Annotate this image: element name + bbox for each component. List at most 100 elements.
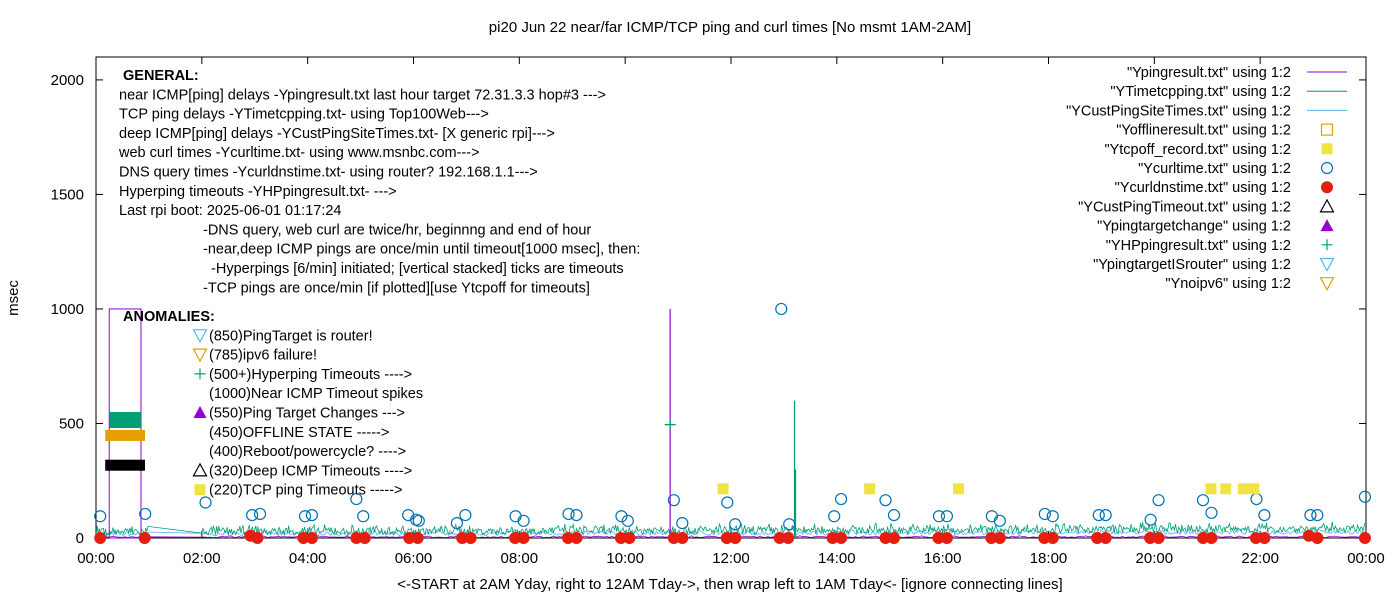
data-point — [1038, 507, 1051, 521]
legend-marker — [1321, 181, 1333, 194]
data-point — [783, 518, 796, 531]
data-point — [834, 492, 848, 506]
data-point — [94, 510, 107, 523]
data-point — [1258, 532, 1271, 544]
x-tick-label: 18:00 — [1030, 550, 1068, 567]
x-tick-label: 08:00 — [501, 550, 539, 567]
data-point — [1046, 532, 1059, 544]
x-tick-label: 16:00 — [924, 550, 962, 567]
x-tick-label: 06:00 — [395, 550, 433, 567]
annotation-text: TCP ping delays -YTimetcpping.txt- using… — [119, 107, 489, 123]
x-tick-label: 22:00 — [1241, 550, 1279, 567]
legend-label: "YTimetcpping.txt" using 1:2 — [1110, 84, 1291, 100]
legend-label: "Ypingresult.txt" using 1:2 — [1127, 65, 1291, 81]
data-point — [1205, 483, 1217, 495]
x-tick-label: 02:00 — [183, 550, 221, 567]
data-point — [1248, 483, 1260, 495]
annotation-text: near ICMP[ping] delays -Ypingresult.txt … — [119, 87, 606, 103]
data-point — [993, 532, 1006, 544]
data-point — [509, 510, 522, 523]
annotation-text: -near,deep ICMP pings are once/min until… — [203, 242, 640, 258]
annotation-text: (785)ipv6 failure! — [209, 348, 317, 364]
data-point — [940, 532, 953, 544]
data-point — [251, 532, 264, 544]
y-axis-label: msec — [5, 280, 22, 316]
data-point — [305, 532, 318, 544]
annotation-text: (500+)Hyperping Timeouts ----> — [209, 367, 412, 383]
x-tick-label: 14:00 — [818, 550, 856, 567]
annotation-text: GENERAL: — [123, 68, 199, 84]
y-tick-label: 1000 — [51, 301, 84, 318]
legend-marker — [1320, 123, 1334, 136]
annotation-text: web curl times -Ycurltime.txt- using www… — [118, 145, 480, 161]
legend-marker — [1319, 198, 1335, 213]
data-point — [828, 510, 841, 523]
data-point — [246, 508, 259, 522]
annotation-text: deep ICMP[ping] delays -YCustPingSiteTim… — [119, 126, 555, 142]
legend-label: "Ypingtargetchange" using 1:2 — [1097, 219, 1291, 235]
annotation-text: -TCP pings are once/min [if plotted][use… — [203, 280, 590, 296]
legend-marker — [1320, 219, 1334, 232]
data-point — [1250, 492, 1263, 506]
legend-label: "Yofflineresult.txt" using 1:2 — [1116, 123, 1291, 139]
data-point — [450, 517, 463, 530]
annotation-text: Hyperping timeouts -YHPpingresult.txt- -… — [119, 184, 397, 200]
data-point — [1358, 490, 1372, 503]
legend-marker — [194, 484, 206, 496]
data-point — [562, 507, 575, 521]
data-point — [570, 508, 583, 522]
data-point — [676, 517, 689, 530]
data-point — [358, 532, 371, 544]
data-point — [676, 532, 689, 544]
data-point — [517, 514, 530, 527]
plot-area: 0 500 1000 1500 2000 00:00 02:00 04:00 06:00 08:0… — [51, 56, 1385, 567]
data-point — [667, 494, 680, 507]
data-point — [1237, 483, 1249, 495]
data-point — [782, 532, 795, 544]
data-point — [887, 508, 901, 522]
deep-icmp-timeout-band — [105, 459, 145, 471]
legend-marker — [194, 368, 206, 380]
annotation-text: ANOMALIES: — [123, 309, 215, 325]
annotation-text: (450)OFFLINE STATE -----> — [209, 425, 389, 441]
data-point — [411, 532, 424, 544]
y-tick-label: 500 — [59, 415, 84, 432]
offline-state-band — [105, 429, 145, 441]
legend-marker — [1319, 277, 1335, 291]
data-point — [1304, 508, 1317, 522]
data-point — [621, 514, 634, 527]
data-point — [350, 492, 363, 506]
data-point — [721, 496, 734, 509]
data-point — [517, 532, 530, 544]
legend-label: "YHPpingresult.txt" using 1:2 — [1106, 238, 1291, 254]
data-point — [985, 510, 998, 523]
legend-label: "Ycurldnstime.txt" using 1:2 — [1115, 180, 1291, 196]
x-tick-label: 04:00 — [289, 550, 327, 567]
annotation-text: (850)PingTarget is router! — [209, 328, 373, 344]
data-point — [864, 483, 876, 495]
data-point — [1311, 508, 1324, 522]
annotation-text: (400)Reboot/powercycle? ----> — [209, 444, 406, 460]
legend-marker — [192, 348, 208, 363]
data-point — [775, 302, 788, 316]
x-tick-label: 20:00 — [1136, 550, 1174, 567]
data-point — [887, 532, 900, 544]
legend-label: "YpingtargetISrouter" using 1:2 — [1093, 257, 1291, 273]
data-point — [835, 532, 848, 544]
annotation-text: (320)Deep ICMP Timeouts ----> — [209, 463, 412, 479]
annotation-text: Last rpi boot: 2025-06-01 01:17:24 — [119, 203, 342, 219]
data-point — [729, 532, 742, 544]
data-point — [412, 514, 425, 527]
legend-label: "Ynoipv6" using 1:2 — [1165, 276, 1291, 292]
tcp-ping-trace — [95, 521, 1366, 538]
data-point — [1258, 508, 1271, 522]
data-point — [1099, 532, 1112, 544]
legend-label: "Ycurltime.txt" using 1:2 — [1138, 161, 1291, 177]
data-point — [570, 532, 583, 544]
data-point — [1205, 506, 1218, 519]
legend-marker — [192, 462, 208, 477]
data-point — [199, 496, 212, 509]
legend-marker — [193, 406, 207, 418]
x-tick-label: 12:00 — [712, 550, 750, 567]
data-point — [940, 510, 954, 523]
